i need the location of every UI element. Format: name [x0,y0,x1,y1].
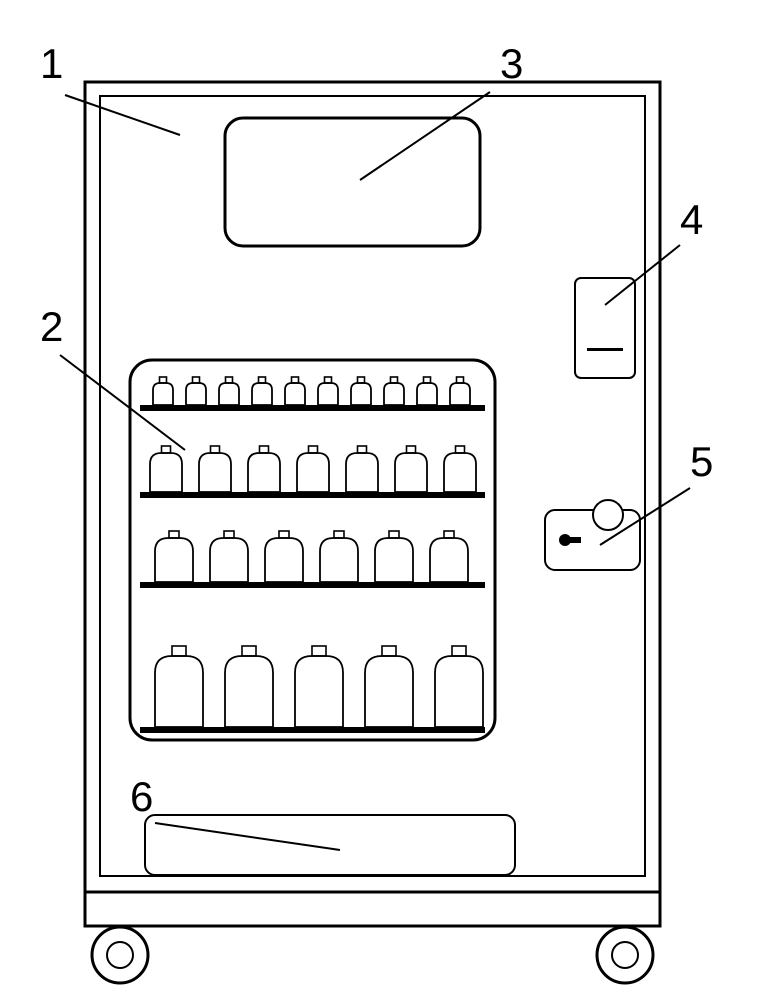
bottle-0-8 [417,383,437,405]
leader-1 [65,95,180,135]
leader-2 [60,355,185,450]
wheel-0 [92,927,148,983]
label-5: 5 [690,438,713,485]
diagram-canvas: 1 2 3 4 5 6 [0,0,783,1000]
bottle-1-0-cap [162,446,171,453]
bottle-1-3 [297,453,329,492]
label-2: 2 [40,303,63,350]
bottle-1-4 [346,453,378,492]
bottle-2-3 [320,538,358,582]
product-row-3 [155,646,483,727]
bottle-3-2-cap [312,646,326,656]
bottle-0-4 [285,383,305,405]
bottle-1-3-cap [309,446,318,453]
machine-body [85,82,660,983]
bottle-2-2 [265,538,303,582]
bottle-2-2-cap [279,531,289,538]
label-3: 3 [500,40,523,87]
bottle-2-4 [375,538,413,582]
bottle-2-4-cap [389,531,399,538]
outer-cabinet [85,82,660,892]
bottle-2-3-cap [334,531,344,538]
bottle-1-2-cap [260,446,269,453]
bottle-0-6 [351,383,371,405]
wheel-hub-1 [612,942,638,968]
display-screen[interactable] [225,118,480,246]
bottle-1-4-cap [358,446,367,453]
vending-machine-diagram: 1 2 3 4 5 6 [0,0,783,1000]
label-6: 6 [130,773,153,820]
bottle-1-5 [395,453,427,492]
label-4: 4 [680,196,703,243]
bottle-2-0 [155,538,193,582]
bottle-1-2 [248,453,280,492]
bottle-2-1-cap [224,531,234,538]
bottle-0-9 [450,383,470,405]
wheel-hub-0 [107,942,133,968]
bottle-3-1-cap [242,646,256,656]
bottle-2-0-cap [169,531,179,538]
bottle-2-5-cap [444,531,454,538]
card-reader[interactable] [575,278,635,378]
card-slot[interactable] [587,348,623,351]
bottle-1-6-cap [456,446,465,453]
bottle-2-1 [210,538,248,582]
product-window [130,360,495,740]
bottle-3-0-cap [172,646,186,656]
coin-return-icon[interactable] [593,500,623,530]
bottle-1-6 [444,453,476,492]
wheel-1 [597,927,653,983]
bottle-1-1 [199,453,231,492]
product-row-2 [155,531,468,582]
bottle-3-2 [295,656,343,727]
window-frame [130,360,495,740]
keyhole-blade [565,537,581,543]
product-row-1 [150,446,476,492]
leader-3 [360,92,490,180]
base-plate [85,892,660,926]
leader-4 [605,245,680,305]
bottle-0-3 [252,383,272,405]
bottle-0-1 [186,383,206,405]
bottle-3-4-cap [452,646,466,656]
bottle-0-5 [318,383,338,405]
label-1: 1 [40,40,63,87]
bottle-3-4 [435,656,483,727]
bottle-0-7 [384,383,404,405]
bottle-3-0 [155,656,203,727]
bottle-0-2 [219,383,239,405]
leader-6 [155,823,340,850]
bottle-0-0 [153,383,173,405]
bottle-1-5-cap [407,446,416,453]
product-row-0 [153,377,470,405]
bottle-2-5 [430,538,468,582]
dispense-slot[interactable] [145,815,515,875]
bottle-3-3 [365,656,413,727]
bottle-3-3-cap [382,646,396,656]
bottle-3-1 [225,656,273,727]
bottle-1-1-cap [211,446,220,453]
bottle-1-0 [150,453,182,492]
